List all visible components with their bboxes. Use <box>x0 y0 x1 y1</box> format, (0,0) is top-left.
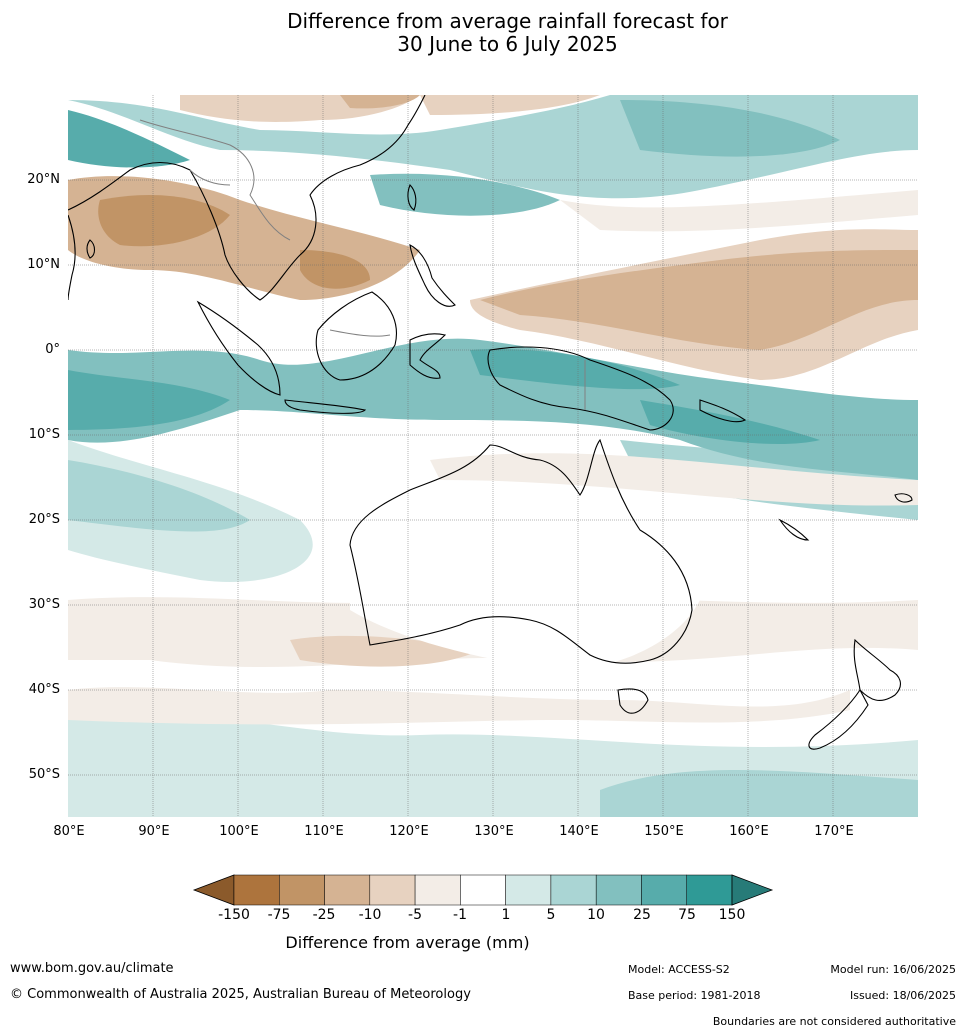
lon-label-90e: 90°E <box>138 824 170 839</box>
legend-swatch <box>369 874 416 906</box>
website-link[interactable]: www.bom.gov.au/climate <box>10 961 174 976</box>
sri-lanka-outline <box>86 239 96 259</box>
sulawesi-outline <box>409 333 447 379</box>
legend-swatch <box>414 874 461 906</box>
lat-label-10n: 10°N <box>27 257 60 272</box>
legend-swatch <box>279 874 325 906</box>
lon-label-170e: 170°E <box>814 824 854 839</box>
legend-tick: -25 <box>312 907 336 923</box>
legend-tick: -10 <box>358 907 382 923</box>
new-caledonia-outline <box>778 518 810 541</box>
map-title: Difference from average rainfall forecas… <box>0 10 965 56</box>
solomon-islands-outline <box>699 399 747 423</box>
lon-label-150e: 150°E <box>644 824 684 839</box>
lon-label-140e: 140°E <box>559 824 599 839</box>
graticule <box>68 95 918 817</box>
new-zealand-north-outline <box>853 638 901 701</box>
borneo-outline <box>315 291 397 381</box>
java-outline <box>284 399 367 414</box>
australia-outline <box>349 438 693 664</box>
legend-arrow-high <box>731 874 774 906</box>
legend-swatch <box>460 874 506 906</box>
tasmania-outline <box>617 688 649 714</box>
lat-label-0: 0° <box>45 342 60 357</box>
legend-swatch <box>233 874 280 906</box>
legend-tick: 10 <box>587 907 605 923</box>
legend-swatch <box>641 874 687 906</box>
fiji-outline <box>894 493 913 503</box>
asia-mainland-outline <box>68 95 426 301</box>
legend-swatch <box>324 874 371 906</box>
legend-tick: 5 <box>546 907 556 923</box>
lat-label-50s: 50°S <box>28 767 60 782</box>
new-zealand-south-outline <box>808 688 869 750</box>
lon-label-110e: 110°E <box>304 824 344 839</box>
base-period: Base period: 1981-2018 <box>628 989 761 1002</box>
map-title-line1: Difference from average rainfall forecas… <box>287 9 728 33</box>
lon-label-100e: 100°E <box>219 824 259 839</box>
model-name: Model: ACCESS-S2 <box>628 963 730 976</box>
legend-swatch <box>505 874 552 906</box>
lon-label-120e: 120°E <box>389 824 429 839</box>
legend-tick: -150 <box>218 907 250 923</box>
legend-swatch <box>550 874 597 906</box>
lat-label-10s: 10°S <box>28 427 60 442</box>
issued-date: Issued: 18/06/2025 <box>849 989 956 1002</box>
lon-label-130e: 130°E <box>474 824 514 839</box>
lat-label-40s: 40°S <box>28 682 60 697</box>
lat-label-20n: 20°N <box>27 172 60 187</box>
legend-tick: 25 <box>633 907 651 923</box>
legend-tick: 75 <box>678 907 696 923</box>
boundaries-note: Boundaries are not considered authoritat… <box>712 1015 956 1028</box>
legend-tick: 150 <box>718 907 746 923</box>
legend-label: Difference from average (mm) <box>285 933 530 952</box>
taiwan-outline <box>407 184 417 211</box>
legend-tick: -75 <box>267 907 291 923</box>
new-guinea-outline <box>487 346 674 431</box>
legend-tick: -1 <box>453 907 467 923</box>
copyright-text: © Commonwealth of Australia 2025, Austra… <box>10 987 471 1002</box>
borders <box>139 119 586 410</box>
coastlines <box>68 95 913 750</box>
legend-arrow-low <box>192 874 235 906</box>
legend-swatch <box>595 874 642 906</box>
legend-tick: 1 <box>501 907 511 923</box>
legend-tick: -5 <box>408 907 422 923</box>
lat-label-20s: 20°S <box>28 512 60 527</box>
philippines-outline <box>409 244 456 307</box>
legend-swatch <box>686 874 733 906</box>
sumatra-outline <box>196 300 281 396</box>
lon-label-160e: 160°E <box>729 824 769 839</box>
map-title-line2: 30 June to 6 July 2025 <box>397 32 618 56</box>
lon-label-80e: 80°E <box>53 824 85 839</box>
lat-label-30s: 30°S <box>28 597 60 612</box>
india-outline <box>68 214 76 301</box>
model-run-date: Model run: 16/06/2025 <box>830 963 956 976</box>
